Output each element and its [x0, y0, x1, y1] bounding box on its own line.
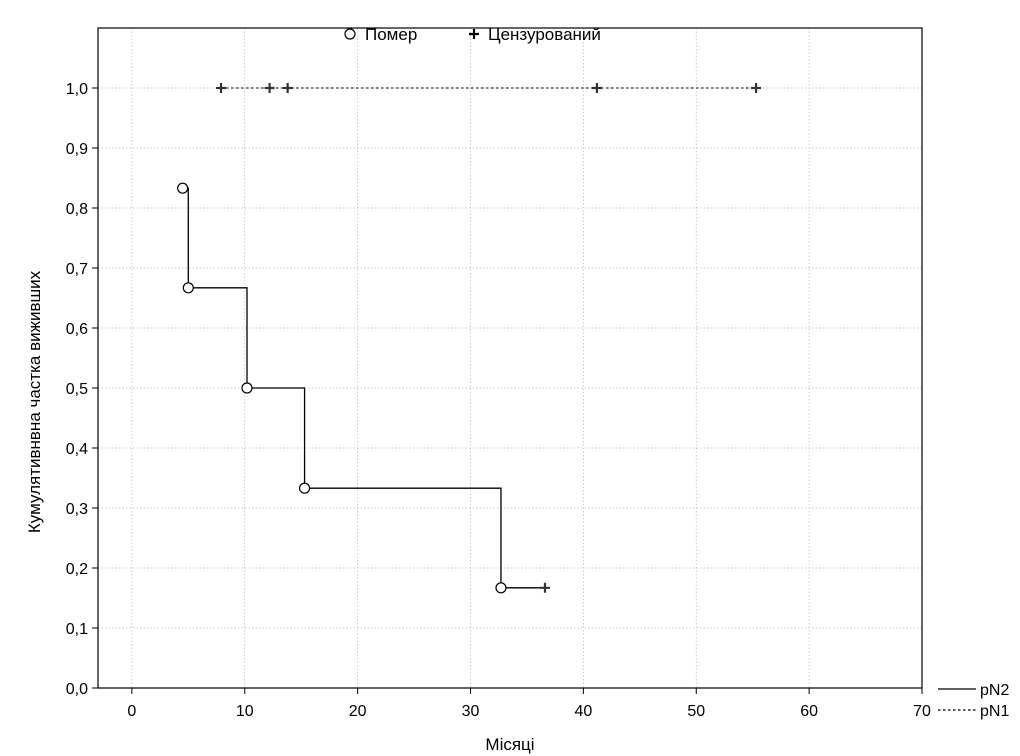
y-tick-label: 0,3	[66, 501, 88, 518]
censored-marker	[264, 83, 275, 93]
y-tick-label: 0,5	[66, 381, 88, 398]
x-axis-label: Місяці	[485, 735, 534, 754]
y-tick-label: 0,9	[66, 141, 88, 158]
legend-death-label: Помер	[365, 25, 417, 44]
x-tick-label: 10	[236, 703, 254, 720]
censored-marker	[539, 582, 550, 593]
x-tick-label: 20	[349, 703, 367, 720]
legend-censored-label: Цензурований	[488, 25, 601, 44]
y-tick-label: 1,0	[66, 81, 88, 98]
y-tick-label: 0,8	[66, 201, 88, 218]
death-marker	[177, 182, 189, 194]
censored-marker	[216, 83, 227, 93]
legend-series-label: pN2	[980, 682, 1009, 699]
x-tick-label: 30	[462, 703, 480, 720]
plot-frame	[97, 27, 923, 689]
survival-line-pn2	[182, 187, 545, 589]
legend-censored-marker	[469, 29, 479, 39]
legend-death-marker	[344, 28, 356, 40]
x-tick-label: 60	[800, 703, 818, 720]
x-tick-label: 40	[574, 703, 592, 720]
y-tick-label: 0,6	[66, 321, 88, 338]
y-tick-label: 0,7	[66, 261, 88, 278]
x-tick-label: 50	[687, 703, 705, 720]
marker-legend: Помер Цензурований	[344, 25, 601, 44]
x-tick-label: 0	[127, 703, 136, 720]
gridlines	[98, 28, 922, 688]
series-pn1	[216, 83, 762, 93]
death-marker	[495, 582, 507, 594]
y-axis-label: Кумулятивнвна частка виживших	[25, 270, 44, 533]
series-pn2	[177, 182, 550, 594]
death-marker	[298, 482, 311, 494]
y-tick-label: 0,4	[66, 441, 88, 458]
series-layer	[177, 83, 762, 594]
y-tick-label: 0,1	[66, 621, 88, 638]
y-tick-label: 0,0	[66, 681, 88, 698]
legend-series-label: pN1	[980, 703, 1009, 720]
y-tick-label: 0,2	[66, 561, 88, 578]
x-tick-label: 70	[913, 703, 931, 720]
death-marker	[241, 382, 253, 394]
axis-ticks: 0 10 20 30 40 50 60 70 0,0 0,1 0,2 0,3 0,4 0,5 0,6 0,7 0…	[66, 81, 931, 720]
censored-marker	[751, 83, 762, 93]
death-marker	[182, 282, 194, 294]
censored-marker	[591, 83, 602, 93]
censored-marker	[282, 83, 293, 93]
